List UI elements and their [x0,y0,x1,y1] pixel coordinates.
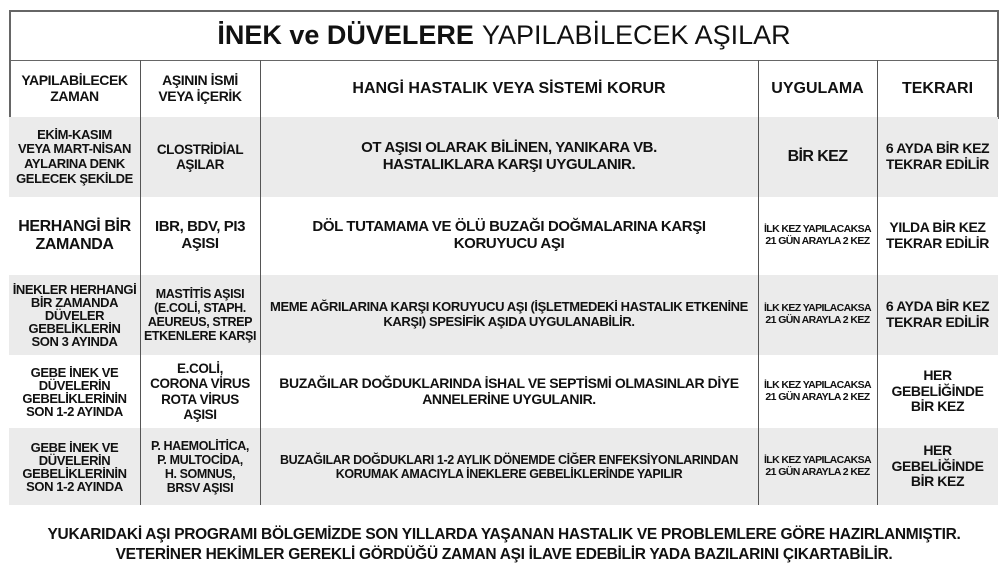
title-bold: İNEK ve DÜVELERE [217,19,474,50]
table-row: EKİM-KASIM VEYA MART-NİSAN AYLARINA DENK… [9,117,998,197]
cell-tekrar: YILDA BİR KEZ TEKRAR EDİLİR [886,219,989,251]
cell-zaman: HERHANGİ BİR ZAMANDA [18,218,131,253]
cell-zaman: GEBE İNEK VE DÜVELERİN GEBELİKLERİNİN SO… [22,364,127,419]
cell-tekrar: 6 AYDA BİR KEZ TEKRAR EDİLİR [885,298,990,330]
table-row: İNEKLER HERHANGİ BİR ZAMANDA DÜVELER GEB… [9,275,998,355]
cell-tekrar: HER GEBELİĞİNDE BİR KEZ [891,441,984,490]
cell-uygulama: İLK KEZ YAPILACAKSA 21 GÜN ARAYLA 2 KEZ [763,378,872,403]
cell-korur: BUZAĞILAR DOĞDUKLARINDA İSHAL VE SEPTİSM… [279,374,739,407]
header-asi: AŞININ İSMİ VEYA İÇERİK [158,71,242,104]
table-row: GEBE İNEK VE DÜVELERİN GEBELİKLERİNİN SO… [9,355,998,428]
table-row: HERHANGİ BİR ZAMANDA IBR, BDV, PI3 AŞISI… [9,197,998,275]
header-tekrar: TEKRARI [901,79,974,97]
header-korur: HANGİ HASTALIK VEYA SİSTEMİ KORUR [352,79,666,97]
cell-asi: E.COLİ, CORONA VİRUS ROTA VİRUS AŞISI [150,361,250,422]
cell-asi: IBR, BDV, PI3 AŞISI [154,218,246,252]
cell-zaman: GEBE İNEK VE DÜVELERİN GEBELİKLERİNİN SO… [22,439,127,494]
cell-korur: MEME AĞRILARINA KARŞI KORUYUCU AŞI (İŞLE… [270,299,748,329]
title-regular: YAPILABİLECEK AŞILAR [481,19,791,50]
cell-asi: CLOSTRİDİAL AŞILAR [156,141,244,172]
cell-korur: OT AŞISI OLARAK BİLİNEN, YANIKARA VB. HA… [361,139,657,173]
cell-korur: BUZAĞILAR DOĞDUKLARI 1-2 AYLIK DÖNEMDE C… [280,452,738,481]
divider [11,60,997,61]
cell-zaman: EKİM-KASIM VEYA MART-NİSAN AYLARINA DENK… [16,126,133,186]
header-zaman: YAPILABİLECEK ZAMAN [21,71,128,104]
cell-zaman: İNEKLER HERHANGİ BİR ZAMANDA DÜVELER GEB… [12,281,137,349]
cell-uygulama: İLK KEZ YAPILACAKSA 21 GÜN ARAYLA 2 KEZ [763,453,872,478]
cell-uygulama: İLK KEZ YAPILACAKSA 21 GÜN ARAYLA 2 KEZ [763,223,872,247]
footer-note-1: YUKARIDAKİ AŞI PROGRAMI BÖLGEMİZDE SON Y… [47,526,961,543]
cell-asi: MASTİTİS AŞISI (E.COLİ, STAPH. AEUREUS, … [143,287,257,343]
cell-tekrar: HER GEBELİĞİNDE BİR KEZ [891,366,984,415]
header-uygulama: UYGULAMA [771,79,864,97]
column-divider [877,60,878,505]
table-row: GEBE İNEK VE DÜVELERİN GEBELİKLERİNİN SO… [9,428,998,505]
cell-asi: P. HAEMOLİTİCA, P. MULTOCİDA, H. SOMNUS,… [151,438,249,495]
column-divider [758,60,759,505]
cell-korur: DÖL TUTAMAMA VE ÖLÜ BUZAĞI DOĞMALARINA K… [312,218,706,252]
cell-uygulama: İLK KEZ YAPILACAKSA 21 GÜN ARAYLA 2 KEZ [763,302,872,326]
footer-note-2: VETERİNER HEKİMLER GEREKLİ GÖRDÜĞÜ ZAMAN… [115,546,893,563]
header-row: YAPILABİLECEK ZAMAN AŞININ İSMİ VEYA İÇE… [9,61,998,116]
cell-uygulama: BİR KEZ [787,148,848,166]
page-title: İNEK ve DÜVELERE YAPILABİLECEK AŞILAR [9,10,999,60]
column-divider [140,60,141,505]
column-divider [260,60,261,505]
cell-tekrar: 6 AYDA BİR KEZ TEKRAR EDİLİR [885,140,990,172]
